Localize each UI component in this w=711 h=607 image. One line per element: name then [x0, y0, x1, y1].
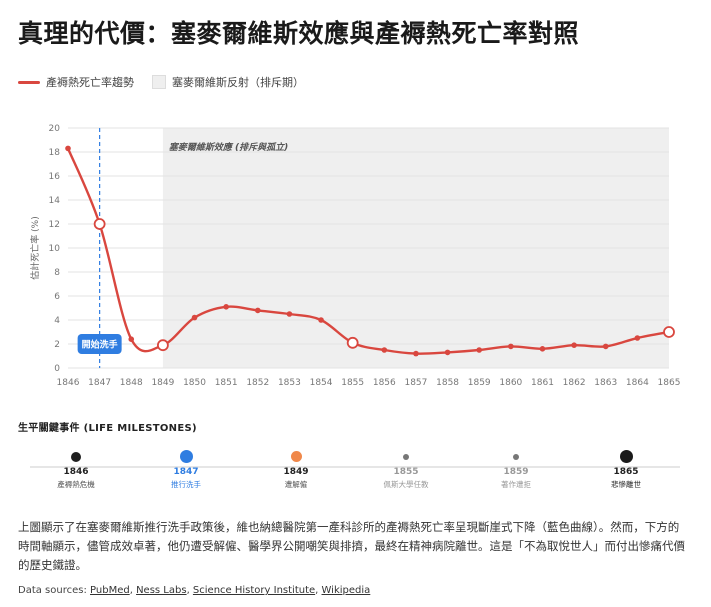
y-tick-label: 12 [49, 220, 60, 230]
x-tick-label: 1857 [404, 378, 427, 388]
milestone-year: 1849 [283, 467, 309, 477]
sources-prefix: Data sources: [18, 585, 91, 596]
milestone-desc: 推行洗手 [171, 480, 201, 489]
source-link-ness-labs[interactable]: Ness Labs [136, 585, 187, 596]
y-tick-label: 20 [49, 124, 61, 134]
x-tick-label: 1849 [151, 378, 174, 388]
shaded-region-label: 塞麥爾維斯效應 (排斥與孤立) [169, 142, 288, 153]
data-point [223, 304, 229, 310]
data-point [254, 307, 261, 314]
milestone-desc: 悲慘離世 [611, 480, 641, 489]
milestone-dot [290, 451, 302, 462]
description-paragraph: 上圖顯示了在塞麥爾維斯推行洗手政策後，維也納總醫院第一產科診所的產褥熱死亡率呈現… [18, 520, 685, 572]
milestone-1846: 1846 產褥熱危機 [31, 451, 121, 491]
data-point [571, 342, 577, 348]
data-point-highlight [663, 326, 675, 338]
data-point-highlight [156, 339, 169, 352]
y-tick-label: 4 [54, 316, 60, 326]
milestone-desc: 遭解僱 [284, 480, 308, 489]
source-link-wikipedia[interactable]: Wikipedia [321, 585, 371, 596]
data-point [318, 317, 324, 323]
data-point [191, 314, 198, 321]
milestone-year: 1865 [613, 467, 639, 477]
data-point [65, 145, 71, 152]
y-tick-label: 18 [49, 148, 61, 158]
y-tick-label: 8 [54, 268, 60, 278]
y-tick-label: 0 [54, 364, 60, 374]
x-tick-label: 1864 [626, 378, 649, 388]
data-point [128, 336, 135, 342]
data-sources: Data sources: PubMed, Ness Labs, Science… [18, 585, 371, 596]
y-tick-label: 10 [49, 244, 61, 254]
y-tick-label: 2 [54, 340, 60, 350]
source-link-pubmed[interactable]: PubMed [90, 585, 130, 596]
legend-shade-label: 塞麥爾維斯反射（排斥期） [172, 76, 304, 89]
milestone-dot [71, 451, 81, 462]
x-tick-label: 1851 [215, 378, 238, 388]
x-tick-label: 1862 [563, 378, 586, 388]
data-point [634, 335, 641, 341]
mortality-chart: 0 2 4 6 8 10 12 14 16 18 20 1846 1847 1848 1849 1850 185… [29, 124, 681, 388]
milestone-year: 1846 [63, 467, 89, 477]
x-tick-label: 1852 [246, 378, 269, 388]
data-point-highlight [346, 336, 359, 349]
page-title: 真理的代價：塞麥爾維斯效應與產褥熱死亡率對照 [18, 19, 580, 48]
x-tick-label: 1861 [531, 378, 554, 388]
milestone-1855: 1855 佩斯大學任教 [361, 453, 451, 491]
x-tick-label: 1846 [57, 378, 80, 388]
milestone-1849: 1849 遭解僱 [251, 451, 341, 490]
milestone-1859: 1859 著作遭拒 [471, 453, 561, 491]
x-tick-label: 1858 [436, 378, 459, 388]
x-tick-label: 1859 [468, 378, 491, 388]
handwashing-badge-label: 開始洗手 [82, 339, 118, 351]
x-tick-label: 1855 [341, 378, 364, 388]
data-point [539, 346, 546, 352]
x-tick-label: 1865 [658, 378, 681, 388]
data-point [381, 347, 388, 353]
data-point [444, 349, 451, 356]
x-tick-label: 1850 [183, 378, 206, 388]
y-tick-label: 14 [49, 196, 61, 206]
x-tick-label: 1863 [594, 378, 617, 388]
x-tick-label: 1848 [120, 378, 143, 388]
x-tick-label: 1856 [373, 378, 396, 388]
milestone-year: 1855 [393, 467, 419, 477]
y-axis-label: 估計死亡率 (%) [29, 216, 41, 279]
milestone-dot [619, 450, 633, 463]
data-point [602, 343, 609, 350]
x-tick-label: 1854 [310, 378, 333, 388]
data-point-highlight [93, 218, 106, 230]
source-link-science-history[interactable]: Science History Institute [192, 585, 316, 596]
milestone-desc: 佩斯大學任教 [383, 480, 429, 489]
milestone-dot [179, 450, 193, 463]
milestone-dot [403, 453, 409, 460]
timeline-axis [30, 466, 680, 468]
legend-line-swatch [18, 80, 40, 84]
milestone-desc: 產褥熱危機 [57, 480, 95, 489]
x-tick-label: 1847 [88, 378, 111, 388]
data-point [413, 350, 419, 357]
handwashing-badge [77, 334, 122, 354]
x-tick-label: 1853 [278, 378, 301, 388]
data-point [508, 343, 514, 350]
milestone-year: 1859 [503, 467, 529, 477]
data-point [476, 347, 483, 353]
milestone-dot [513, 453, 519, 460]
y-tick-label: 6 [54, 292, 60, 302]
legend-shade-swatch [152, 75, 166, 89]
mortality-series-line [66, 147, 670, 355]
milestones-heading: 生平關鍵事件 (LIFE MILESTONES) [18, 423, 197, 434]
milestone-year: 1847 [173, 467, 199, 477]
chart-legend: 產褥熱死亡率趨勢 塞麥爾維斯反射（排斥期） [18, 74, 304, 90]
milestone-1865: 1865 悲慘離世 [581, 450, 671, 490]
milestone-desc: 著作遭拒 [501, 480, 531, 489]
x-tick-label: 1860 [499, 378, 522, 388]
milestone-1847: 1847 推行洗手 [141, 450, 231, 490]
data-point [286, 311, 293, 317]
y-tick-label: 16 [49, 172, 61, 182]
legend-line-label: 產褥熱死亡率趨勢 [46, 76, 134, 89]
